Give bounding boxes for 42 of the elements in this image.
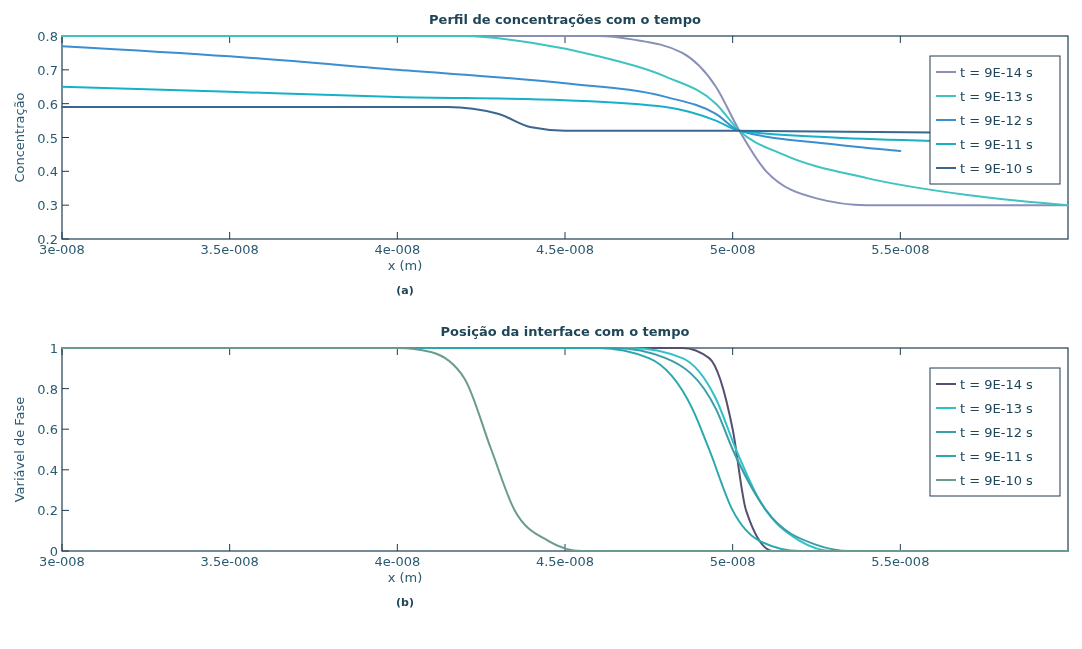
y-tick-label: 0.4 bbox=[37, 164, 58, 180]
legend-label: t = 9E-13 s bbox=[960, 401, 1034, 416]
x-axis-title: x (m) bbox=[387, 258, 423, 273]
x-tick-label: 5.5e-008 bbox=[871, 242, 930, 257]
y-axis-title: Concentração bbox=[12, 92, 27, 183]
legend-label: t = 9E-12 s bbox=[960, 113, 1034, 128]
legend-label: t = 9E-10 s bbox=[960, 473, 1034, 488]
y-axis-title: Variável de Fase bbox=[12, 396, 27, 503]
y-tick-label: 0.2 bbox=[37, 503, 58, 519]
y-tick-label: 0.8 bbox=[37, 29, 58, 44]
legend-label: t = 9E-11 s bbox=[960, 137, 1034, 152]
x-tick-label: 5e-008 bbox=[709, 554, 756, 569]
legend-label: t = 9E-11 s bbox=[960, 449, 1034, 464]
text: (a) bbox=[396, 284, 414, 297]
x-tick-label: 4e-008 bbox=[374, 242, 421, 257]
x-tick-label: 3.5e-008 bbox=[200, 554, 259, 569]
chart-title: Perfil de concentrações com o tempo bbox=[429, 12, 701, 27]
x-tick-label: 4.5e-008 bbox=[535, 242, 595, 257]
x-tick-label: 5e-008 bbox=[709, 242, 756, 257]
chart-title: Posição da interface com o tempo bbox=[440, 324, 690, 339]
y-tick-label: 0.8 bbox=[37, 381, 58, 397]
legend-label: t = 9E-12 s bbox=[960, 425, 1034, 440]
legend-label: t = 9E-14 s bbox=[960, 377, 1034, 392]
line-series bbox=[61, 45, 902, 153]
legend-label: t = 9E-10 s bbox=[960, 161, 1034, 176]
y-tick-label: 0.6 bbox=[37, 96, 58, 112]
line-series bbox=[61, 35, 1069, 207]
y-tick-label: 0.5 bbox=[37, 130, 58, 146]
legend-label: t = 9E-13 s bbox=[960, 89, 1034, 104]
legend-label: t = 9E-14 s bbox=[960, 65, 1034, 80]
text: (b) bbox=[396, 596, 414, 609]
x-tick-label: 3.5e-008 bbox=[200, 242, 259, 257]
x-tick-label: 5.5e-008 bbox=[871, 554, 930, 569]
x-tick-label: 4.5e-008 bbox=[535, 554, 595, 569]
y-tick-label: 1 bbox=[49, 341, 58, 356]
y-tick-label: 0.7 bbox=[37, 62, 58, 78]
x-axis-title: x (m) bbox=[387, 570, 423, 585]
y-tick-label: 0 bbox=[49, 544, 58, 559]
x-tick-label: 4e-008 bbox=[374, 554, 421, 569]
y-tick-label: 0.4 bbox=[37, 462, 58, 478]
y-tick-label: 0.6 bbox=[37, 422, 58, 438]
y-tick-label: 0.3 bbox=[37, 198, 58, 214]
